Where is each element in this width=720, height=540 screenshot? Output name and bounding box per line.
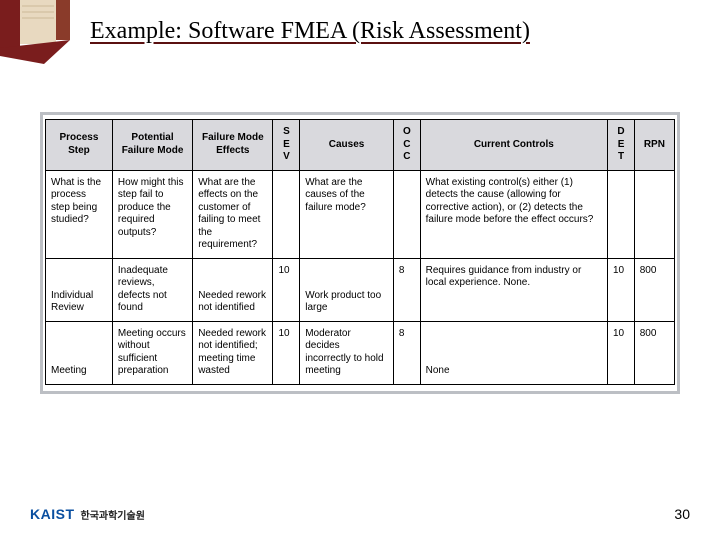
col-header-det: D E T xyxy=(608,120,635,171)
table-row: Individual Review Inadequate reviews, de… xyxy=(46,258,675,321)
cell-effects: Needed rework not identified xyxy=(193,258,273,321)
corner-book-decoration xyxy=(0,0,80,70)
cell-sev xyxy=(273,170,300,258)
cell-rpn: 800 xyxy=(634,321,674,384)
cell-failure: Meeting occurs without sufficient prepar… xyxy=(112,321,192,384)
cell-process: What is the process step being studied? xyxy=(46,170,113,258)
col-header-controls: Current Controls xyxy=(420,120,607,171)
table-row: What is the process step being studied? … xyxy=(46,170,675,258)
cell-occ: 8 xyxy=(393,321,420,384)
cell-rpn xyxy=(634,170,674,258)
cell-causes: Moderator decides incorrectly to hold me… xyxy=(300,321,394,384)
cell-sev: 10 xyxy=(273,258,300,321)
fmea-table-container: Process Step Potential Failure Mode Fail… xyxy=(40,112,680,394)
cell-process: Meeting xyxy=(46,321,113,384)
col-header-sev: S E V xyxy=(273,120,300,171)
cell-sev: 10 xyxy=(273,321,300,384)
cell-occ xyxy=(393,170,420,258)
cell-det: 10 xyxy=(608,321,635,384)
col-header-causes: Causes xyxy=(300,120,394,171)
cell-controls: Requires guidance from industry or local… xyxy=(420,258,607,321)
kaist-logo-text: KAIST xyxy=(30,506,75,522)
cell-process: Individual Review xyxy=(46,258,113,321)
table-row: Meeting Meeting occurs without sufficien… xyxy=(46,321,675,384)
table-header-row: Process Step Potential Failure Mode Fail… xyxy=(46,120,675,171)
page-number: 30 xyxy=(674,506,690,522)
fmea-table: Process Step Potential Failure Mode Fail… xyxy=(45,119,675,385)
slide-title-bar: Example: Software FMEA (Risk Assessment) xyxy=(90,18,680,48)
cell-causes: What are the causes of the failure mode? xyxy=(300,170,394,258)
col-header-occ: O C C xyxy=(393,120,420,171)
col-header-effects: Failure Mode Effects xyxy=(193,120,273,171)
slide-title: Example: Software FMEA (Risk Assessment) xyxy=(90,18,530,44)
cell-occ: 8 xyxy=(393,258,420,321)
cell-effects: What are the effects on the customer of … xyxy=(193,170,273,258)
cell-effects: Needed rework not identified; meeting ti… xyxy=(193,321,273,384)
cell-failure: How might this step fail to produce the … xyxy=(112,170,192,258)
col-header-rpn: RPN xyxy=(634,120,674,171)
cell-controls: None xyxy=(420,321,607,384)
col-header-process: Process Step xyxy=(46,120,113,171)
kaist-korean-text: 한국과학기술원 xyxy=(81,507,145,522)
cell-causes: Work product too large xyxy=(300,258,394,321)
cell-det xyxy=(608,170,635,258)
col-header-failure: Potential Failure Mode xyxy=(112,120,192,171)
cell-failure: Inadequate reviews, defects not found xyxy=(112,258,192,321)
footer-logo: KAIST 한국과학기술원 xyxy=(30,506,145,522)
cell-det: 10 xyxy=(608,258,635,321)
cell-rpn: 800 xyxy=(634,258,674,321)
cell-controls: What existing control(s) either (1) dete… xyxy=(420,170,607,258)
